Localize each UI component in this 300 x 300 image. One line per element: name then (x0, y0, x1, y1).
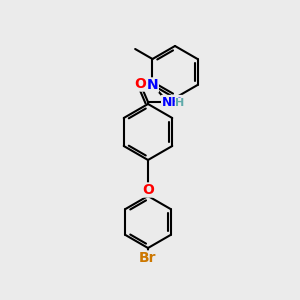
Text: N: N (147, 78, 158, 92)
Text: O: O (142, 183, 154, 197)
Text: NH: NH (162, 95, 182, 109)
Text: H: H (176, 98, 184, 108)
Text: O: O (134, 77, 146, 91)
Text: Br: Br (139, 251, 157, 265)
